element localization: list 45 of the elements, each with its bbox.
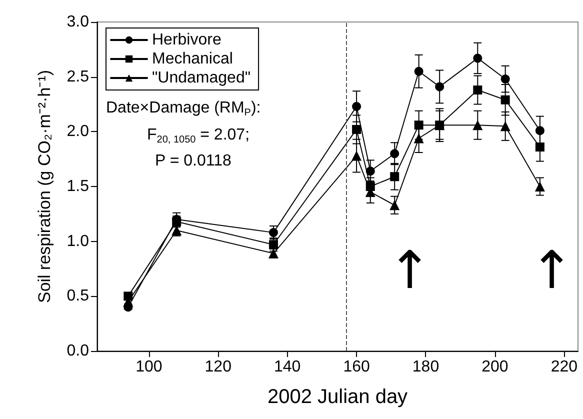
y-tick-label: 0.5 xyxy=(66,288,90,305)
point xyxy=(268,240,278,250)
point xyxy=(535,126,544,136)
annotation: ↑ xyxy=(388,241,432,301)
y-tick-label: 3.0 xyxy=(66,14,90,30)
point xyxy=(500,121,510,132)
legend-label: Herbivore xyxy=(152,32,222,48)
point xyxy=(414,133,424,144)
point xyxy=(435,82,444,92)
x-tick-label: 180 xyxy=(412,358,440,376)
point xyxy=(534,182,545,192)
point xyxy=(500,95,510,104)
point xyxy=(414,120,424,130)
point xyxy=(352,102,362,111)
point xyxy=(124,292,133,301)
y-tick-label: 1.0 xyxy=(66,232,90,250)
x-tick-label: 120 xyxy=(204,358,232,376)
point xyxy=(473,85,482,94)
point xyxy=(500,74,510,84)
point xyxy=(390,200,400,210)
point xyxy=(414,66,424,76)
y-tick-label: 0.0 xyxy=(66,342,90,360)
point xyxy=(390,149,400,158)
point xyxy=(352,124,362,134)
x-tick-label: 140 xyxy=(274,358,301,376)
legend-label: "Undamaged" xyxy=(152,70,251,86)
point xyxy=(268,228,278,238)
annotation: P = 0.0118 xyxy=(155,152,232,170)
x-tick-label: 160 xyxy=(343,358,370,376)
x-tick-label: 100 xyxy=(136,358,162,376)
point xyxy=(390,172,400,182)
point xyxy=(535,142,544,152)
point xyxy=(352,150,362,161)
legend-label: Mechanical xyxy=(152,50,233,68)
y-tick-label: 2.0 xyxy=(66,123,90,140)
annotation: ↑ xyxy=(530,241,574,301)
point xyxy=(473,54,482,63)
y-axis-title: Soil respiration (g CO₂·m⁻²·h⁻¹) xyxy=(35,70,54,304)
y-tick-label: 2.5 xyxy=(66,68,90,86)
x-tick-label: 200 xyxy=(482,358,508,376)
point xyxy=(366,166,375,176)
x-axis-title: 2002 Julian day xyxy=(267,386,408,408)
point xyxy=(472,120,483,130)
y-tick-label: 1.5 xyxy=(66,178,90,195)
x-tick-label: 220 xyxy=(550,358,578,376)
